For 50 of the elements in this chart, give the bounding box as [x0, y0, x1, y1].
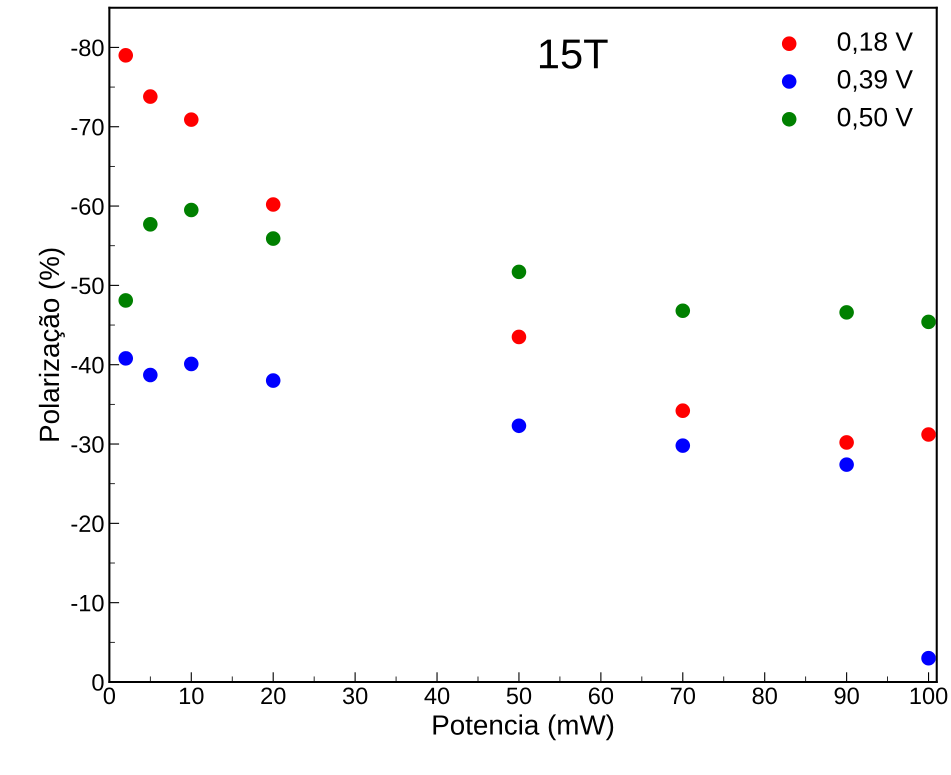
x-tick-label: 100: [910, 687, 948, 704]
legend-label: 0,50 V: [838, 108, 913, 130]
y-tick-label: -40: [71, 356, 104, 374]
x-tick-label: 10: [180, 687, 204, 704]
y-axis-title: Polarização (%): [38, 248, 65, 441]
y-tick-label: -20: [71, 515, 104, 532]
y-tick-label: -50: [71, 277, 104, 294]
point: [266, 231, 280, 246]
point: [512, 264, 526, 280]
x-tick-label: 0: [104, 687, 116, 704]
point: [676, 303, 690, 318]
point: [921, 314, 936, 330]
legend-label: 0,39 V: [838, 70, 913, 92]
point: [676, 438, 690, 453]
point: [512, 418, 526, 434]
point: [921, 650, 936, 666]
x-tick-label: 20: [261, 687, 286, 704]
x-tick-label: 50: [506, 687, 532, 704]
x-tick-label: 40: [424, 687, 450, 704]
point: [676, 403, 690, 418]
y-tick-label: -80: [71, 39, 104, 56]
y-tick-label: -10: [71, 594, 104, 612]
point: [921, 427, 936, 442]
legend-label: 0,18 V: [838, 32, 913, 54]
y-tick-label: -60: [71, 198, 104, 215]
text: 15T: [540, 40, 608, 69]
x-tick-label: 80: [752, 687, 777, 704]
point: [118, 351, 134, 366]
point: [184, 202, 199, 218]
point: [839, 435, 854, 450]
point: [143, 368, 158, 382]
point: [118, 293, 134, 308]
x-tick-label: 30: [342, 687, 368, 704]
x-tick-label: 60: [588, 687, 614, 704]
x-axis-title: Potencia (mW): [433, 714, 614, 740]
point: [512, 330, 526, 344]
point: [266, 373, 280, 388]
point: [839, 457, 854, 472]
point: [143, 89, 158, 104]
x-tick-label: 90: [834, 687, 859, 704]
point: [118, 48, 134, 63]
x-tick-label: 70: [670, 687, 695, 704]
point: [184, 112, 199, 127]
point: [266, 197, 280, 212]
point: [143, 217, 158, 232]
y-tick-label: -30: [71, 436, 104, 453]
y-tick-label: 0: [92, 674, 104, 691]
point: [184, 356, 199, 372]
y-tick-label: -70: [71, 118, 104, 136]
point: [839, 305, 854, 320]
